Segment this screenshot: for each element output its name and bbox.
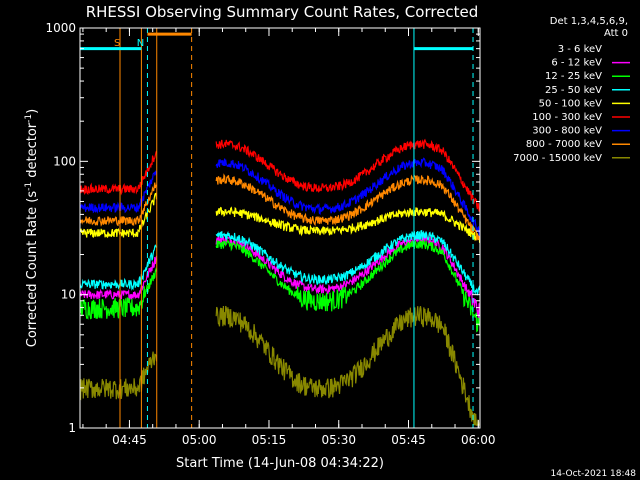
y-tick-label-2: 100 — [53, 154, 76, 168]
legend-label-1: 6 - 12 keV — [551, 58, 602, 69]
series-line-6 — [80, 157, 480, 237]
annotation-1: N — [137, 38, 144, 49]
series-line-2 — [80, 239, 480, 333]
x-axis-label: Start Time (14-Jun-08 04:34:22) — [176, 456, 384, 471]
x-tick-label-0: 04:45 — [112, 433, 147, 447]
legend-label-4: 50 - 100 keV — [539, 98, 603, 109]
legend-label-0: 3 - 6 keV — [558, 44, 602, 55]
x-tick-label-4: 05:45 — [391, 433, 426, 447]
legend-label-8: 7000 - 15000 keV — [513, 153, 602, 164]
legend-header-1: Att 0 — [604, 28, 628, 39]
series-line-8 — [80, 305, 480, 426]
x-tick-label-1: 05:00 — [182, 433, 217, 447]
y-tick-label-0: 1 — [68, 421, 76, 435]
series-layer — [80, 138, 480, 426]
legend-label-6: 300 - 800 keV — [532, 126, 602, 137]
legend-label-7: 800 - 7000 keV — [526, 139, 602, 150]
series-line-7 — [80, 173, 480, 241]
legend-label-3: 25 - 50 keV — [545, 85, 602, 96]
x-tick-label-5: 06:00 — [461, 433, 496, 447]
footer-timestamp: 14-Oct-2021 18:48 — [551, 469, 637, 479]
series-line-3 — [80, 229, 480, 296]
legend-header-0: Det 1,3,4,5,6,9, — [550, 16, 628, 27]
chart-title: RHESSI Observing Summary Count Rates, Co… — [86, 3, 479, 21]
legend: Det 1,3,4,5,6,9,Att 03 - 6 keV 6 - 12 keV… — [513, 16, 630, 164]
x-tick-label-3: 05:30 — [321, 433, 356, 447]
series-line-0 — [80, 253, 480, 379]
y-axis-label: Corrected Count Rate (s-1 detector-1) — [24, 109, 40, 347]
annotation-0: S — [114, 38, 120, 49]
y-tick-label-1: 10 — [61, 288, 76, 302]
legend-label-2: 12 - 25 keV — [545, 71, 602, 82]
axes-layer: 1 10 100 1000 04:45 05:00 05:15 05:30 05:45 06:00 — [45, 21, 495, 447]
y-tick-label-3: 1000 — [45, 21, 76, 35]
legend-label-5: 100 - 300 keV — [532, 112, 602, 123]
series-line-4 — [80, 192, 480, 243]
series-line-5 — [80, 138, 480, 212]
plot-frame — [79, 27, 481, 429]
x-tick-label-2: 05:15 — [252, 433, 287, 447]
